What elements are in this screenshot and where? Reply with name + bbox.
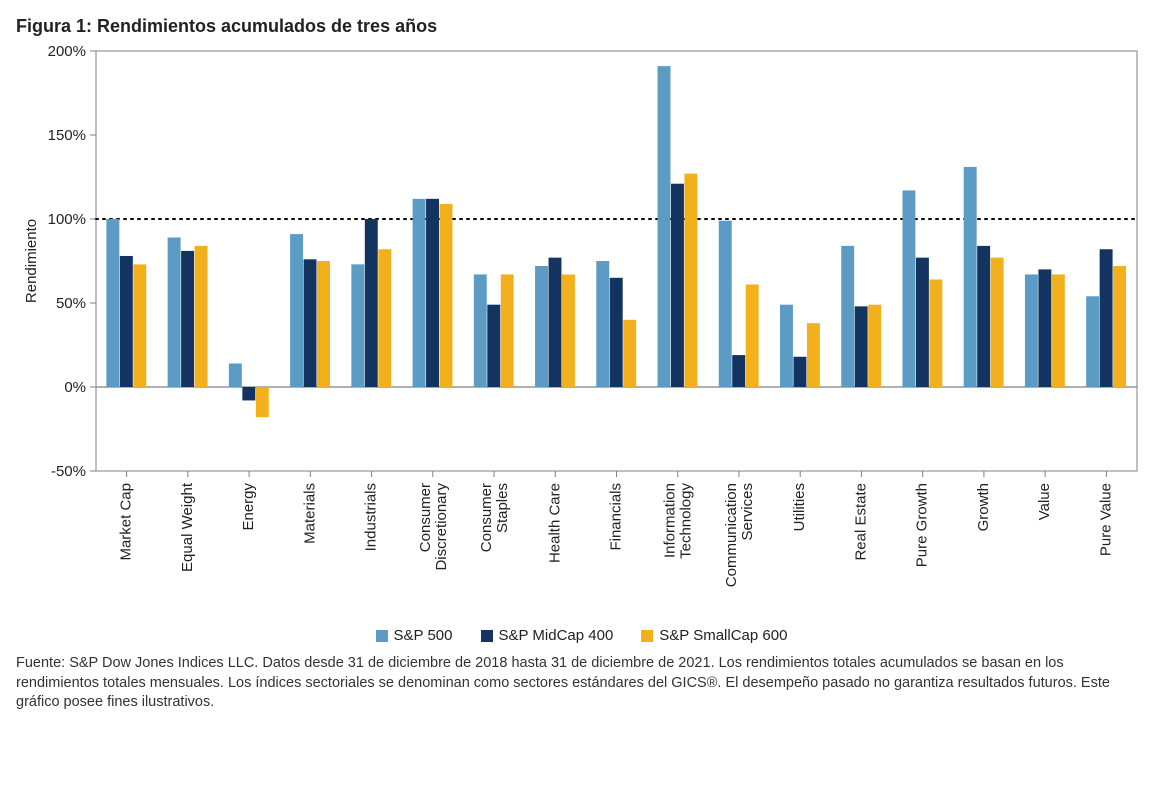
svg-text:150%: 150% [48, 127, 86, 144]
legend-label: S&P 500 [394, 627, 453, 644]
svg-text:Health Care: Health Care [546, 483, 563, 563]
svg-text:Utilities: Utilities [791, 483, 808, 531]
svg-text:Energy: Energy [240, 483, 257, 531]
svg-text:Pure Value: Pure Value [1097, 483, 1114, 556]
svg-text:CommunicationServices: CommunicationServices [723, 483, 756, 587]
legend-swatch [481, 630, 493, 642]
legend-item: S&P SmallCap 600 [641, 627, 787, 644]
svg-text:ConsumerStaples: ConsumerStaples [478, 483, 511, 552]
svg-text:Pure Growth: Pure Growth [914, 483, 931, 567]
svg-text:200%: 200% [48, 43, 86, 60]
legend-label: S&P SmallCap 600 [659, 627, 787, 644]
svg-text:100%: 100% [48, 211, 86, 228]
legend-swatch [376, 630, 388, 642]
legend-item: S&P 500 [376, 627, 453, 644]
svg-text:InformationTechnology: InformationTechnology [662, 483, 695, 559]
svg-text:Value: Value [1036, 483, 1053, 520]
svg-text:Growth: Growth [975, 483, 992, 531]
legend-swatch [641, 630, 653, 642]
svg-text:50%: 50% [56, 295, 86, 312]
svg-text:Real Estate: Real Estate [852, 483, 869, 561]
svg-text:Rendimiento: Rendimiento [23, 219, 40, 303]
bar-chart: -50% 0% 50% 100% 150% 200% Rendimiento Market C… [16, 41, 1147, 621]
svg-text:0%: 0% [64, 379, 86, 396]
svg-text:Equal Weight: Equal Weight [179, 482, 196, 572]
svg-text:Industrials: Industrials [363, 483, 380, 551]
chart-title: Figura 1: Rendimientos acumulados de tre… [16, 16, 1147, 37]
svg-text:Materials: Materials [301, 483, 318, 544]
legend-item: S&P MidCap 400 [481, 627, 614, 644]
svg-text:-50%: -50% [51, 463, 86, 480]
svg-text:Market Cap: Market Cap [118, 483, 135, 561]
legend: S&P 500 S&P MidCap 400 S&P SmallCap 600 [16, 627, 1147, 644]
chart-svg: -50% 0% 50% 100% 150% 200% Rendimiento Market C… [16, 41, 1147, 621]
svg-text:ConsumerDiscretionary: ConsumerDiscretionary [417, 483, 450, 571]
source-note: Fuente: S&P Dow Jones Indices LLC. Datos… [16, 654, 1147, 713]
legend-label: S&P MidCap 400 [499, 627, 614, 644]
svg-text:Financials: Financials [608, 483, 625, 551]
